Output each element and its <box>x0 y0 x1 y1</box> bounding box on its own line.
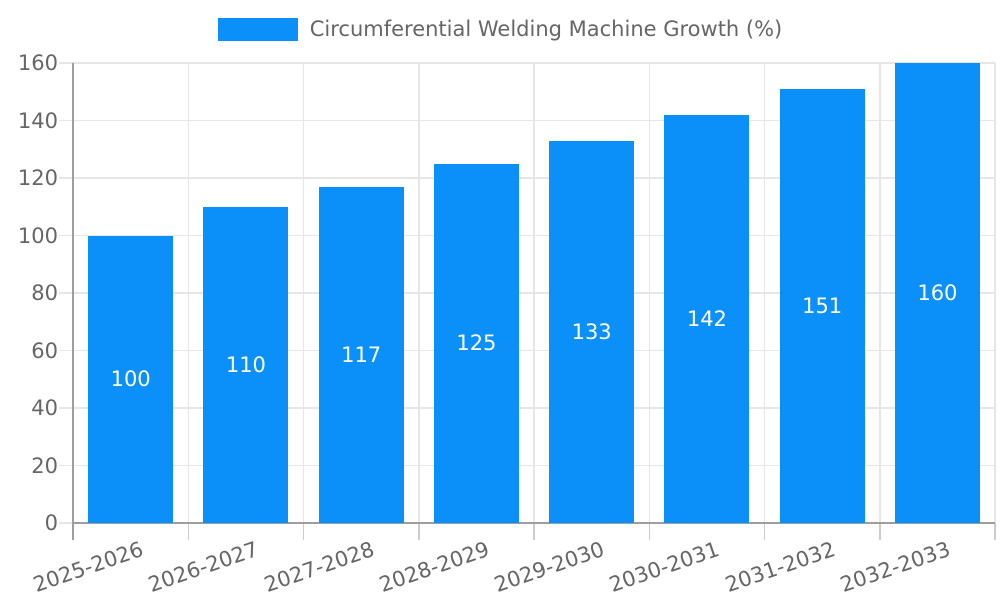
y-tick-mark <box>59 292 73 294</box>
x-axis-line <box>72 522 995 524</box>
x-tick-mark <box>72 523 74 540</box>
y-tick-label: 40 <box>31 396 58 420</box>
bar-value-label: 110 <box>225 352 266 377</box>
y-tick-label: 120 <box>17 166 58 190</box>
x-tick-mark <box>994 523 996 540</box>
x-tick-label: 2031-2032 <box>721 537 838 597</box>
y-tick-mark <box>59 407 73 409</box>
x-tick-mark <box>302 523 305 540</box>
y-tick-mark <box>59 62 73 64</box>
y-tick-label: 80 <box>31 281 58 305</box>
x-gridline <box>302 63 305 523</box>
bar-value-label: 142 <box>686 306 727 331</box>
bar[interactable] <box>433 163 519 523</box>
x-tick-label: 2025-2026 <box>30 537 147 597</box>
x-tick-label: 2032-2033 <box>837 537 954 597</box>
bar[interactable] <box>894 63 980 523</box>
x-tick-label: 2030-2031 <box>606 537 723 597</box>
x-tick-mark <box>187 523 189 540</box>
x-gridline <box>648 63 650 523</box>
y-tick-label: 160 <box>17 51 58 75</box>
y-tick-label: 20 <box>31 453 58 478</box>
bar[interactable] <box>549 140 635 523</box>
x-tick-label: 2029-2030 <box>491 537 608 597</box>
y-tick-label: 0 <box>44 511 58 535</box>
y-axis-line <box>72 63 74 523</box>
x-tick-label: 2028-2029 <box>376 537 493 597</box>
x-tick-mark <box>879 523 881 540</box>
x-tick-label: 2026-2027 <box>145 537 262 597</box>
bar[interactable] <box>664 114 750 523</box>
chart-legend[interactable]: Circumferential Welding Machine Growth (… <box>0 17 1000 42</box>
bar[interactable] <box>318 186 404 523</box>
x-tick-mark <box>533 523 535 540</box>
x-tick-mark <box>763 523 766 540</box>
bar-value-label: 100 <box>110 367 151 392</box>
legend-label: Circumferential Welding Machine Growth (… <box>309 17 783 41</box>
x-gridline <box>533 63 535 523</box>
bar[interactable] <box>203 206 289 523</box>
y-tick-label: 100 <box>17 223 58 248</box>
bar[interactable] <box>88 235 174 523</box>
y-tick-label: 140 <box>17 108 58 133</box>
y-tick-mark <box>59 464 73 467</box>
y-tick-mark <box>59 522 73 524</box>
y-tick-mark <box>59 234 73 237</box>
bar-value-label: 133 <box>571 319 612 344</box>
x-gridline <box>418 63 420 523</box>
y-tick-label: 60 <box>31 338 58 363</box>
x-gridline <box>879 63 881 523</box>
y-tick-mark <box>59 177 73 179</box>
bar-value-label: 125 <box>456 331 497 356</box>
bar[interactable] <box>779 88 865 523</box>
y-tick-mark <box>59 119 73 122</box>
bar-value-label: 151 <box>802 293 843 318</box>
bar-value-label: 117 <box>341 342 382 367</box>
y-tick-mark <box>59 349 73 352</box>
legend-swatch <box>217 18 298 41</box>
x-gridline <box>994 63 996 523</box>
x-gridline <box>187 63 189 523</box>
x-tick-label: 2027-2028 <box>260 537 377 597</box>
x-tick-mark <box>418 523 420 540</box>
x-gridline <box>763 63 766 523</box>
bar-value-label: 160 <box>917 281 958 305</box>
x-tick-mark <box>648 523 650 540</box>
